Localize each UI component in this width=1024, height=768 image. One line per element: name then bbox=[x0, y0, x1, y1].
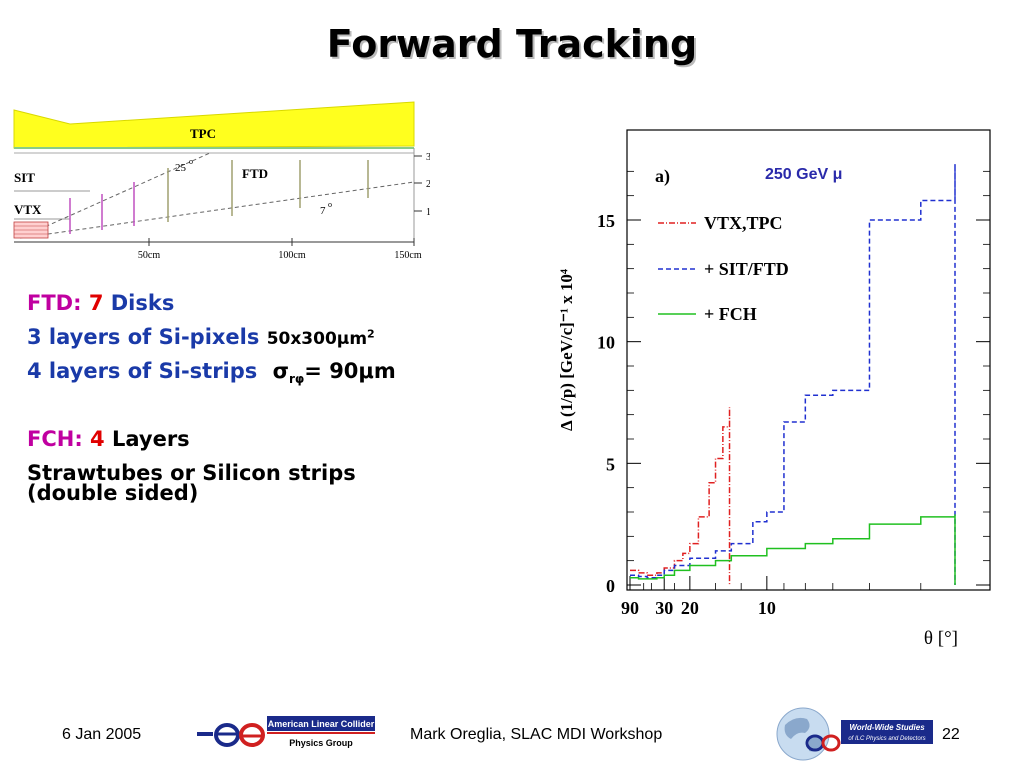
r-label-20cm: 20cm bbox=[426, 179, 430, 190]
tpc-label: TPC bbox=[190, 126, 216, 141]
series-line-2 bbox=[630, 164, 956, 585]
pixels-line: 3 layers of Si-pixels 50x300μm2 bbox=[27, 325, 375, 349]
legend-label: + FCH bbox=[704, 304, 757, 324]
ftd-heading: FTD: bbox=[27, 291, 82, 315]
angle-7-deg: o bbox=[328, 200, 332, 209]
worldwide-study-logo: World-Wide Studies of ILC Physics and De… bbox=[776, 707, 933, 761]
ww-line2: of ILC Physics and Detectors bbox=[848, 736, 925, 742]
page-number: 22 bbox=[942, 726, 960, 743]
y-tick-label: 15 bbox=[597, 211, 615, 231]
ww-line1: World-Wide Studies bbox=[849, 723, 925, 732]
strips-line: 4 layers of Si-strips σrφ= 90μm bbox=[27, 359, 396, 386]
tpc-region bbox=[13, 101, 415, 149]
series-line-1 bbox=[630, 407, 731, 585]
alcpg-line2: Physics Group bbox=[289, 738, 353, 748]
y-tick-label: 10 bbox=[597, 333, 615, 353]
x-tick-label: 20 bbox=[681, 598, 699, 618]
detector-layout-diagram: TPC SIT VTX FTD 25 o 7 o 30cm 20cm 10cm … bbox=[13, 101, 430, 261]
legend-label: VTX,TPC bbox=[704, 213, 783, 233]
double-sided-text: (double sided) bbox=[27, 481, 199, 505]
strip-resolution: σrφ= 90μm bbox=[272, 359, 396, 387]
z-label-150cm: 150cm bbox=[394, 250, 421, 261]
fch-count: 4 bbox=[90, 427, 105, 451]
panel-label: a) bbox=[655, 166, 670, 187]
x-tick-label: 10 bbox=[758, 598, 776, 618]
fch-layers-text: Layers bbox=[111, 427, 190, 451]
x-tick-label: 30 bbox=[655, 598, 673, 618]
legend-label: + SIT/FTD bbox=[704, 259, 789, 279]
y-tick-label: 0 bbox=[606, 576, 615, 596]
z-label-100cm: 100cm bbox=[278, 250, 305, 261]
energy-annotation: 250 GeV μ bbox=[765, 166, 842, 183]
ftd-count: 7 bbox=[88, 291, 104, 315]
r-label-30cm: 30cm bbox=[426, 152, 430, 163]
pixels-text: 3 layers of Si-pixels bbox=[27, 325, 260, 349]
fch-line: FCH: 4 Layers bbox=[27, 427, 190, 451]
angle-25-label: 25 bbox=[175, 162, 187, 174]
strawtubes-text: Strawtubes or Silicon strips bbox=[27, 461, 356, 485]
ftd-label: FTD bbox=[242, 166, 268, 181]
x-tick-label: 90 bbox=[621, 598, 639, 618]
angle-7-label: 7 bbox=[320, 205, 326, 217]
strips-text: 4 layers of Si-strips bbox=[27, 359, 258, 383]
sit-label: SIT bbox=[14, 170, 35, 185]
angle-25-deg: o bbox=[189, 157, 193, 166]
z-label-50cm: 50cm bbox=[138, 250, 160, 261]
x-axis-title: θ [°] bbox=[924, 628, 958, 649]
slide-title: Forward Tracking bbox=[326, 22, 698, 66]
y-tick-label: 5 bbox=[606, 454, 615, 474]
ftd-disks-text: Disks bbox=[110, 291, 175, 315]
footer-presenter: Mark Oreglia, SLAC MDI Workshop bbox=[410, 726, 663, 743]
y-axis-title: Δ (1/p) [GeV/c]⁻¹ x 10⁴ bbox=[557, 269, 576, 431]
angle-7-line bbox=[19, 181, 415, 239]
pixel-size: 50x300μm2 bbox=[266, 327, 375, 349]
alcpg-line1: American Linear Collider bbox=[268, 719, 375, 729]
fch-heading: FCH: bbox=[27, 427, 83, 451]
r-label-10cm: 10cm bbox=[426, 207, 430, 218]
vtx-label: VTX bbox=[14, 202, 42, 217]
alcpg-logo: American Linear Collider Physics Group bbox=[197, 716, 375, 748]
series-line-3 bbox=[630, 514, 956, 585]
footer-date: 6 Jan 2005 bbox=[62, 726, 142, 743]
plot-frame bbox=[626, 129, 991, 591]
ftd-line: FTD: 7 Disks bbox=[27, 291, 174, 315]
